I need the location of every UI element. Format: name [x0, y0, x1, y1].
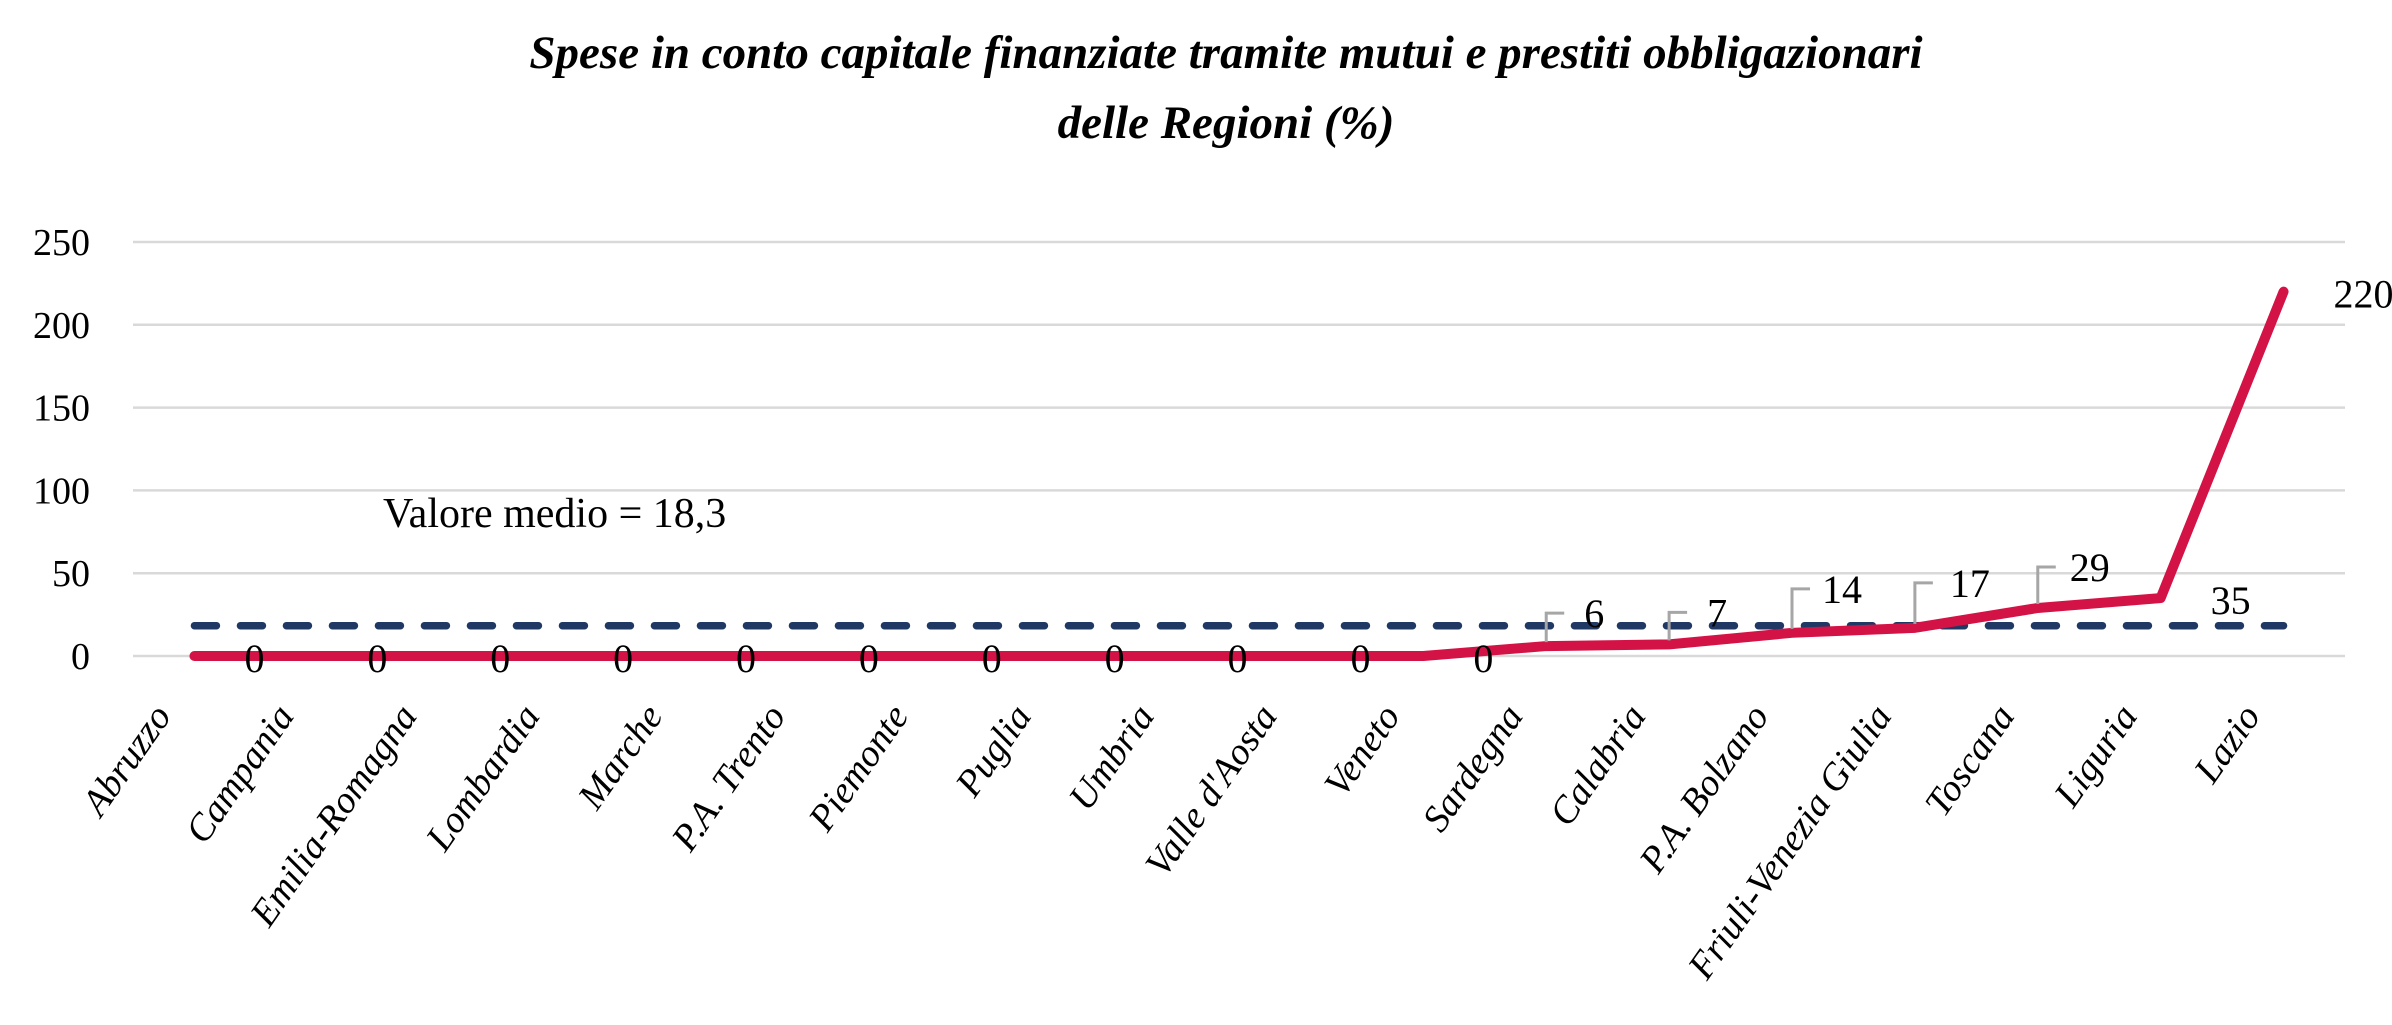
- data-label-leader-line: [1667, 610, 1688, 641]
- data-point-label: 6: [1584, 591, 1604, 636]
- y-axis-tick-label: 50: [52, 553, 90, 595]
- category-axis-label: Veneto: [1316, 697, 1409, 804]
- y-axis-tick-label: 250: [33, 222, 90, 264]
- data-label-leader-line: [1913, 581, 1933, 624]
- data-point-label: 0: [736, 636, 756, 681]
- series-line: [189, 286, 2289, 661]
- data-point-label: 0: [490, 636, 510, 681]
- data-point-label: 17: [1950, 561, 1990, 606]
- data-point-label: 0: [982, 636, 1002, 681]
- chart-title-line1: Spese in conto capitale finanziate trami…: [529, 27, 1923, 79]
- category-axis-label: Toscana: [1917, 697, 2023, 824]
- category-axis-label: Calabria: [1541, 697, 1654, 834]
- chart-title-line2: delle Regioni (%): [1057, 97, 1395, 149]
- data-point-label: 35: [2211, 578, 2251, 623]
- category-axis-label: Liguria: [2046, 697, 2146, 815]
- data-point-label: 0: [1473, 636, 1493, 681]
- data-point-label: 0: [613, 636, 633, 681]
- data-point-label: 29: [2070, 545, 2110, 590]
- y-axis-tick-label: 200: [33, 305, 90, 347]
- data-point-label: 0: [244, 636, 264, 681]
- category-axis-label: Lazio: [2185, 697, 2268, 791]
- category-axis-label: Sardegna: [1414, 697, 1531, 839]
- y-axis-tick-label: 0: [71, 636, 90, 678]
- mean-value-annotation: Valore medio = 18,3: [383, 491, 727, 537]
- data-point-label: 0: [1350, 636, 1370, 681]
- category-axis-label: Campania: [177, 697, 302, 851]
- data-point-label: 14: [1822, 567, 1862, 612]
- category-axis-label: Piemonte: [800, 697, 917, 840]
- category-axis-label: P.A. Trento: [663, 697, 794, 859]
- chart-title: Spese in conto capitale finanziate trami…: [76, 18, 2376, 158]
- category-axis-label: Lombardia: [417, 697, 548, 859]
- category-axis-label: Abruzzo: [72, 697, 180, 826]
- data-point-label: 220: [2334, 272, 2392, 317]
- data-label-leader-line: [1544, 611, 1565, 643]
- data-point-label: 0: [859, 636, 879, 681]
- category-axis-label: Umbria: [1061, 697, 1163, 818]
- data-label-leader-line: [1790, 587, 1810, 629]
- y-axis-tick-label: 150: [33, 388, 90, 430]
- category-axis-label: Puglia: [947, 697, 1040, 805]
- data-point-label: 0: [1228, 636, 1248, 681]
- data-point-label: 0: [1105, 636, 1125, 681]
- data-point-label: 7: [1707, 590, 1727, 635]
- category-axis-label: Marche: [569, 697, 671, 818]
- data-label-leader-line: [2036, 565, 2056, 604]
- y-axis-tick-label: 100: [33, 470, 90, 512]
- data-point-label: 0: [367, 636, 387, 681]
